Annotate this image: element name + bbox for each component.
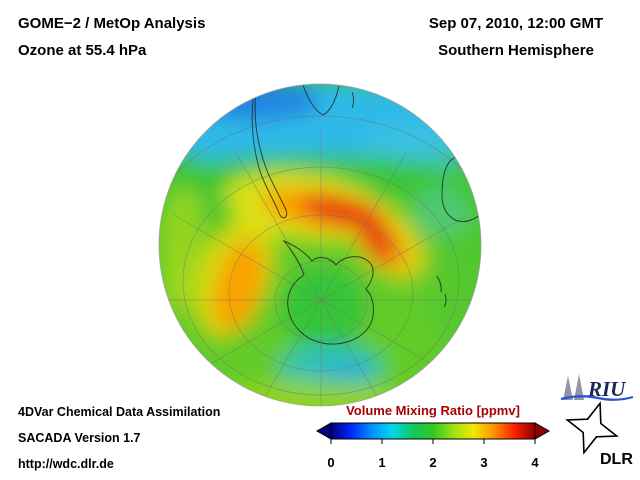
footer: 4DVar Chemical Data Assimilation SACADA … bbox=[18, 399, 220, 477]
tick-label-2: 2 bbox=[429, 455, 437, 470]
url-label: http://wdc.dlr.de bbox=[18, 457, 114, 471]
coastline-madagascar bbox=[351, 91, 354, 109]
globe-rim bbox=[158, 83, 482, 407]
level-title: Ozone at 55.4 hPa bbox=[18, 42, 147, 59]
colorbar-arrow-left bbox=[315, 422, 332, 440]
coastline-new-zealand bbox=[436, 275, 447, 308]
coastline-africa bbox=[302, 84, 340, 116]
colorbar-title: Volume Mixing Ratio [ppmv] bbox=[346, 403, 520, 418]
coastline-australia bbox=[441, 154, 481, 222]
tick-label-0: 0 bbox=[327, 455, 335, 470]
coastline-antarctica bbox=[282, 239, 374, 345]
colorbar-arrow-right bbox=[534, 422, 551, 440]
hemisphere-label: Southern Hemisphere bbox=[438, 42, 594, 59]
globe-map bbox=[158, 83, 482, 407]
colorbar bbox=[315, 422, 551, 444]
version-label: SACADA Version 1.7 bbox=[18, 431, 141, 445]
header-left: GOME−2 / MetOp Analysis Ozone at 55.4 hP… bbox=[18, 10, 205, 64]
tick-label-1: 1 bbox=[378, 455, 386, 470]
tick-label-3: 3 bbox=[480, 455, 488, 470]
coastline-south-america bbox=[251, 91, 288, 219]
tick-label-4: 4 bbox=[531, 455, 539, 470]
cathedral-icon bbox=[563, 374, 584, 400]
colorbar-block: Volume Mixing Ratio [ppmv] 0 1 2 3 4 bbox=[315, 403, 551, 471]
dlr-logo: DLR bbox=[562, 400, 634, 475]
datetime-label: Sep 07, 2010, 12:00 GMT bbox=[428, 15, 604, 32]
riu-logo: RIU bbox=[558, 372, 636, 407]
globe-container bbox=[155, 80, 485, 410]
dlr-star-icon bbox=[565, 401, 619, 455]
riu-swoosh-icon bbox=[560, 395, 634, 401]
colorbar-ticks bbox=[330, 439, 536, 444]
colorbar-gradient bbox=[330, 422, 536, 440]
colorbar-labels: 0 1 2 3 4 bbox=[316, 455, 550, 471]
dlr-logo-text: DLR bbox=[600, 451, 633, 468]
graticule bbox=[159, 115, 481, 406]
assimilation-label: 4DVar Chemical Data Assimilation bbox=[18, 405, 221, 419]
header-right: Sep 07, 2010, 12:00 GMT Southern Hemisph… bbox=[410, 10, 622, 64]
ozone-field-patches bbox=[159, 84, 481, 406]
product-title: GOME−2 / MetOp Analysis bbox=[18, 15, 206, 32]
coastlines bbox=[251, 84, 481, 345]
